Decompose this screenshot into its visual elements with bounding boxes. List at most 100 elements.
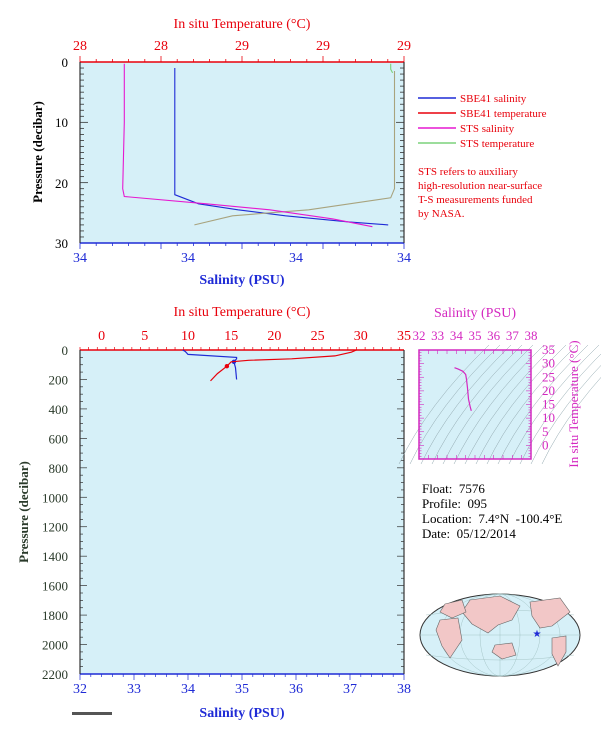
ts-density-contour <box>420 344 512 465</box>
ts-density-contour <box>541 377 601 465</box>
bottom-salinity-tick-label: 37 <box>343 682 357 697</box>
bottom-salinity-tick-label: 34 <box>181 682 195 697</box>
legend: SBE41 salinity SBE41 temperature STS sal… <box>418 93 547 220</box>
sts-note-line: high-resolution near-surface <box>418 180 542 192</box>
top-salinity-axis-title: Salinity (PSU) <box>199 273 285 288</box>
bottom-temp-tick-labels: 0 5 10 15 20 25 30 35 <box>98 329 411 344</box>
bottom-series-group <box>182 349 357 382</box>
bottom-temp-tick-label: 15 <box>224 329 238 344</box>
ts-salinity-tick-label: 36 <box>487 328 501 343</box>
world-map-inset: ★ <box>419 593 581 677</box>
float-id: Float: 7576 <box>422 481 485 496</box>
top-temp-axis-title: In situ Temperature (°C) <box>174 17 311 32</box>
bottom-salinity-tick-labels: 32 33 34 35 36 37 38 <box>73 682 411 697</box>
ts-density-contour <box>486 344 578 465</box>
top-pressure-tick-label: 0 <box>62 55 69 70</box>
top-pressure-axis-title: Pressure (decibar) <box>30 101 45 203</box>
ts-density-contour <box>475 344 567 465</box>
ts-temp-tick-label: 15 <box>542 397 555 412</box>
bottom-pressure-tick-label: 2000 <box>42 638 68 653</box>
bottom-pressure-tick-label: 1800 <box>42 608 68 623</box>
ts-temp-tick-label: 30 <box>542 356 555 371</box>
ts-density-contour <box>508 344 600 465</box>
float-location: Location: 7.4°N -100.4°E <box>422 511 562 526</box>
south-america-landmass <box>551 635 567 667</box>
bottom-plot-area <box>80 350 404 674</box>
bottom-temp-tick-label: 30 <box>354 329 368 344</box>
float-info: Float: 7576 Profile: 095 Location: 7.4°N… <box>422 481 562 541</box>
legend-label-sts-temperature: STS temperature <box>460 138 534 150</box>
ts-density-contour <box>464 344 556 465</box>
bottom-temp-tick-label: 20 <box>267 329 281 344</box>
africa-landmass <box>435 617 463 659</box>
top-temp-tick-label: 28 <box>73 39 87 54</box>
ts-salinity-tick-label: 35 <box>469 328 482 343</box>
top-line-sbe41-salinity <box>174 68 389 226</box>
ts-temp-tick-label: 20 <box>542 383 555 398</box>
ts-diagram: Salinity (PSU) 32 33 34 35 36 37 38 0510152025… <box>398 306 601 468</box>
bottom-temp-tick-label: 35 <box>397 329 411 344</box>
ts-density-contour <box>442 344 534 465</box>
sts-note-line: T-S measurements funded <box>418 194 533 206</box>
bottom-pressure-tick-labels: 0 200 400 600 800 1000 1200 1400 1600 1800 2000 220… <box>42 343 68 682</box>
ts-salinity-tick-labels: 32 33 34 35 36 37 38 <box>413 328 538 343</box>
ts-salinity-tick-label: 34 <box>450 328 464 343</box>
ts-density-contours <box>398 344 601 465</box>
top-plot-area <box>80 62 404 243</box>
ts-salinity-tick-label: 37 <box>506 328 520 343</box>
ts-plot-frame <box>418 349 532 460</box>
bottom-pressure-tick-label: 1400 <box>42 549 68 564</box>
ts-density-contour <box>497 344 589 465</box>
ts-temp-tick-label: 10 <box>542 410 555 425</box>
ts-temp-axis-title: In situ Temperature (°C) <box>566 340 581 467</box>
bottom-pressure-tick-label: 200 <box>49 372 69 387</box>
sts-note-line: STS refers to auxiliary <box>418 166 518 178</box>
bottom-pressure-tick-label: 2200 <box>42 667 68 682</box>
float-location-marker-icon: ★ <box>533 629 542 640</box>
top-pressure-tick-label: 30 <box>55 236 68 251</box>
bottom-temp-tick-label: 0 <box>98 329 105 344</box>
bottom-salinity-tick-label: 36 <box>289 682 303 697</box>
bottom-temp-tick-label: 5 <box>141 329 148 344</box>
ts-salinity-tick-label: 33 <box>431 328 444 343</box>
bottom-temp-tick-label: 25 <box>311 329 325 344</box>
bottom-line-sbe41-temperature <box>210 349 357 382</box>
ts-series-group <box>454 367 472 411</box>
bottom-temp-axis-title: In situ Temperature (°C) <box>174 305 311 320</box>
bottom-pressure-axis-title: Pressure (decibar) <box>16 461 31 563</box>
top-panel: In situ Temperature (°C) 28 28 29 29 29 … <box>30 17 411 288</box>
figure-id-stamp <box>72 712 112 715</box>
ts-temp-tick-label: 0 <box>542 437 549 452</box>
asia-landmass <box>461 595 521 634</box>
profile-date: Date: 05/12/2014 <box>422 526 516 541</box>
ts-density-contour <box>409 344 501 465</box>
top-salinity-tick-label: 34 <box>289 251 303 266</box>
top-temp-tick-label: 29 <box>316 39 330 54</box>
ts-temp-tick-label: 25 <box>542 369 555 384</box>
top-temp-tick-label: 28 <box>154 39 168 54</box>
top-series-group <box>122 63 396 228</box>
bottom-pressure-tick-label: 400 <box>49 402 69 417</box>
ts-salinity-tick-label: 32 <box>413 328 426 343</box>
ts-density-contour <box>453 344 545 465</box>
ts-density-contour <box>431 344 523 465</box>
ts-density-contour <box>530 364 601 465</box>
top-pressure-tick-label: 20 <box>55 176 68 191</box>
legend-label-sbe41-salinity: SBE41 salinity <box>460 93 527 105</box>
legend-label-sts-salinity: STS salinity <box>460 123 515 135</box>
bottom-pressure-tick-label: 1200 <box>42 520 68 535</box>
ts-plot-area <box>419 350 531 459</box>
top-temp-tick-label: 29 <box>397 39 411 54</box>
europe-landmass <box>439 599 467 619</box>
bottom-line-sbe41-salinity <box>182 349 238 380</box>
ts-salinity-tick-label: 38 <box>525 328 538 343</box>
bottom-salinity-tick-label: 32 <box>73 682 87 697</box>
ts-temp-tick-label: 35 <box>542 342 555 357</box>
legend-label-sbe41-temperature: SBE41 temperature <box>460 108 547 120</box>
top-salinity-tick-label: 34 <box>397 251 411 266</box>
ts-salinity-axis-title: Salinity (PSU) <box>434 306 516 321</box>
australia-landmass <box>491 642 517 660</box>
top-pressure-tick-label: 10 <box>55 115 68 130</box>
